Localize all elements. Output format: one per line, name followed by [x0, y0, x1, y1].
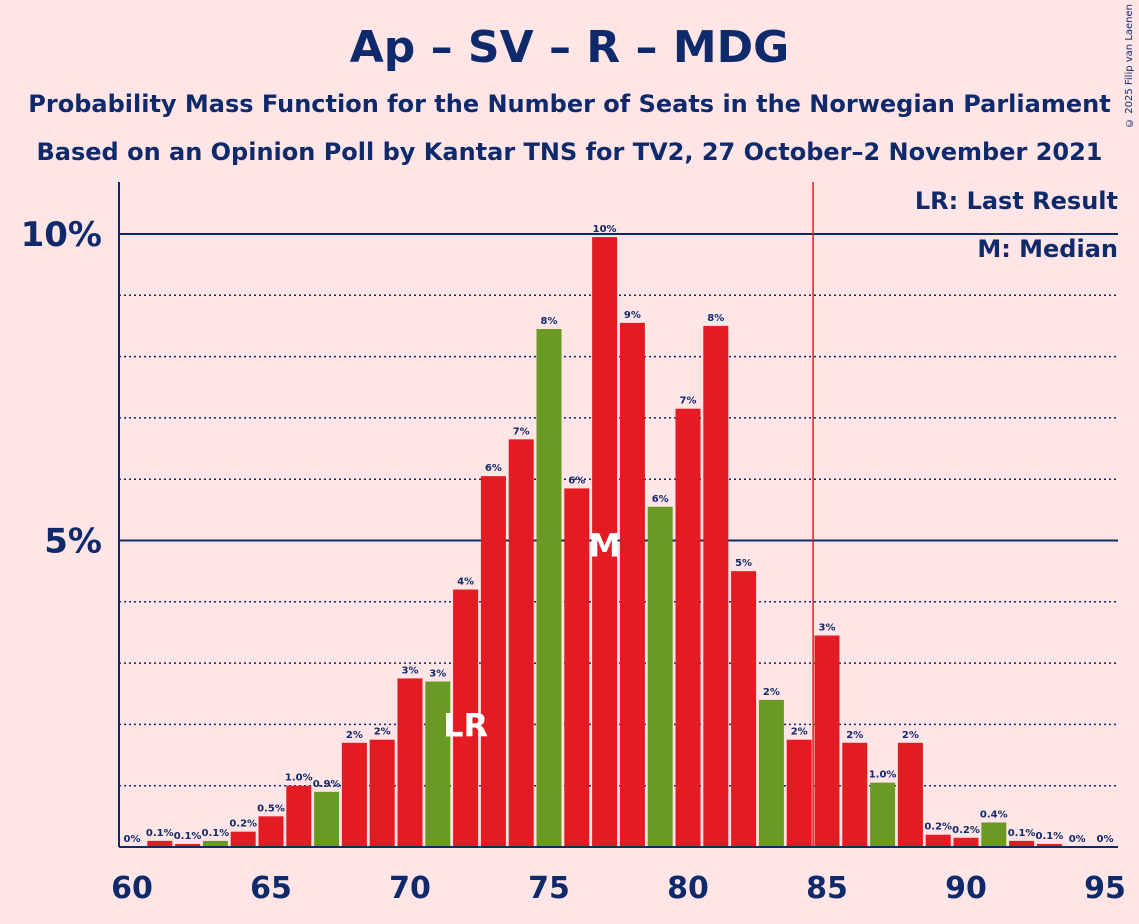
bar: [703, 325, 729, 847]
bar: [508, 439, 534, 847]
bar: [758, 699, 784, 847]
bar: [314, 791, 340, 847]
bar: [536, 329, 562, 847]
bar: [981, 822, 1007, 847]
bar: [564, 488, 590, 847]
bar: [953, 837, 979, 847]
x-tick-label: 75: [528, 871, 570, 906]
bar: [258, 816, 284, 847]
bar: [480, 476, 506, 847]
x-tick-label: 80: [667, 871, 709, 906]
bar: [341, 742, 367, 847]
x-tick-label: 95: [1084, 871, 1126, 906]
bar-value-label: 2%: [763, 687, 780, 698]
bar-value-label: 3%: [429, 668, 446, 679]
bar-value-label: 5%: [735, 558, 752, 569]
bar-value-label: 0.9%: [313, 779, 341, 790]
bar: [731, 571, 757, 847]
legend-median: M: Median: [977, 235, 1118, 263]
bar: [897, 742, 923, 847]
x-tick-label: 85: [806, 871, 848, 906]
bar: [1009, 840, 1035, 847]
bar-value-label: 2%: [846, 730, 863, 741]
bar: [175, 843, 201, 847]
bar-value-label: 7%: [680, 396, 697, 407]
bar-value-label: 0.2%: [924, 822, 952, 833]
chart-subtitle-2: Based on an Opinion Poll by Kantar TNS f…: [36, 138, 1103, 166]
bar-value-label: 2%: [791, 727, 808, 738]
bar-value-label: 0.1%: [202, 828, 230, 839]
bar-value-label: 6%: [568, 475, 585, 486]
bar: [147, 840, 173, 847]
bar: [619, 322, 645, 847]
bar: [397, 678, 423, 847]
bar-value-label: 0.1%: [1008, 828, 1036, 839]
median-marker: M: [589, 527, 621, 565]
legend-last-result: LR: Last Result: [915, 187, 1118, 215]
bar-value-label: 7%: [513, 426, 530, 437]
x-tick-label: 65: [250, 871, 292, 906]
gridlines: [119, 233, 1118, 787]
x-tick-label: 60: [111, 871, 153, 906]
bar: [369, 739, 395, 847]
bar-value-label: 2%: [346, 730, 363, 741]
bar-value-label: 0.1%: [146, 828, 174, 839]
bar-value-label: 9%: [624, 310, 641, 321]
bar-value-label: 3%: [819, 623, 836, 634]
bar-value-label: 6%: [652, 494, 669, 505]
bar: [286, 785, 312, 847]
last-result-marker: LR: [443, 706, 488, 744]
bar-value-label: 0%: [1069, 834, 1086, 845]
bar-value-label: 2%: [902, 730, 919, 741]
bar: [814, 635, 840, 847]
bar-value-label: 2%: [374, 727, 391, 738]
y-tick-label: 5%: [44, 522, 102, 562]
bar-value-label: 0.5%: [257, 803, 285, 814]
bar-value-label: 10%: [593, 224, 617, 235]
bar-value-label: 0.1%: [1036, 831, 1064, 842]
bar: [202, 840, 228, 847]
bar: [425, 681, 451, 847]
bar-value-label: 6%: [485, 463, 502, 474]
y-tick-label: 10%: [21, 215, 102, 255]
bar-value-label: 0%: [124, 834, 141, 845]
bar: [870, 782, 896, 847]
bar: [647, 506, 673, 847]
bar-value-label: 0%: [1097, 834, 1114, 845]
bar-value-label: 0.2%: [229, 819, 257, 830]
bar-value-label: 3%: [402, 665, 419, 676]
bar: [230, 831, 256, 847]
axes: 60 65 70 75 80 85 90 95 5% 10%: [21, 182, 1126, 906]
bar-value-label: 8%: [707, 313, 724, 324]
bar-value-label: 0.1%: [174, 831, 202, 842]
bar: [786, 739, 812, 847]
bar: [842, 742, 868, 847]
bar: [453, 589, 479, 847]
bar-value-label: 1.0%: [869, 770, 897, 781]
chart-subtitle-1: Probability Mass Function for the Number…: [28, 90, 1111, 118]
bar: [925, 834, 951, 847]
bar-value-label: 0.4%: [980, 809, 1008, 820]
bar-value-label: 8%: [541, 316, 558, 327]
bar-value-label: 1.0%: [285, 773, 313, 784]
bar: [675, 408, 701, 847]
bar: [1036, 843, 1062, 847]
chart-title: Ap – SV – R – MDG: [349, 22, 790, 73]
bar-value-label: 4%: [457, 577, 474, 588]
bars: 0%0.1% 0.1% 0.1%0.2%0.5%1.0%0.9%2% 2%3% 3%4%…: [124, 182, 1114, 847]
x-tick-label: 70: [389, 871, 431, 906]
bar: [592, 237, 618, 847]
x-tick-label: 90: [945, 871, 987, 906]
bar-value-label: 0.2%: [952, 825, 980, 836]
